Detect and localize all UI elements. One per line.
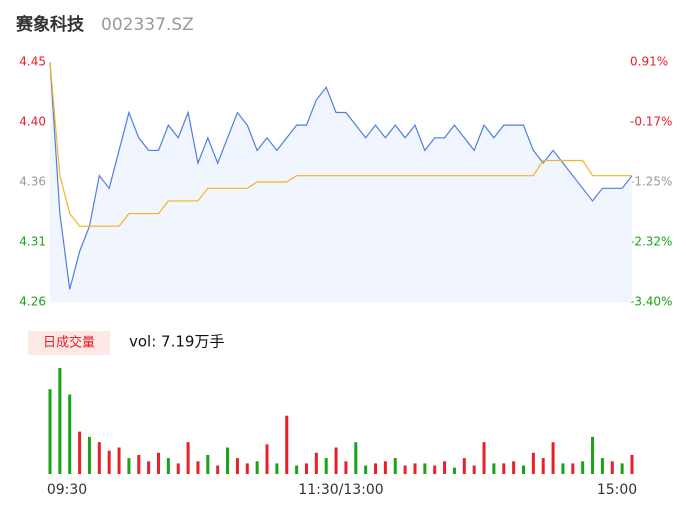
volume-bar bbox=[364, 465, 368, 474]
stock-name: 赛象科技 bbox=[15, 14, 85, 35]
price-area bbox=[50, 62, 632, 302]
x-tick-label: 15:00 bbox=[597, 482, 637, 498]
volume-bar bbox=[403, 465, 407, 474]
volume-bar bbox=[285, 415, 289, 474]
volume-bar bbox=[117, 447, 121, 474]
volume-total: vol: 7.19万手 bbox=[129, 333, 224, 351]
volume-bar bbox=[630, 454, 634, 474]
volume-bar bbox=[78, 431, 82, 474]
volume-bar bbox=[314, 452, 318, 474]
volume-bar bbox=[176, 463, 180, 474]
volume-bar bbox=[226, 447, 230, 474]
volume-bar bbox=[393, 458, 397, 474]
volume-bar bbox=[87, 436, 91, 474]
price-line bbox=[49, 61, 633, 290]
y-tick-label: 4.36 bbox=[19, 175, 46, 189]
volume-bar bbox=[521, 465, 525, 474]
volume-bar bbox=[186, 442, 190, 474]
volume-bar bbox=[58, 368, 62, 474]
volume-bar bbox=[610, 461, 614, 474]
volume-bar bbox=[443, 461, 447, 474]
volume-bar bbox=[137, 454, 141, 474]
volume-bar bbox=[344, 461, 348, 474]
volume-bar bbox=[600, 458, 604, 474]
volume-bar bbox=[581, 461, 585, 474]
volume-bar bbox=[433, 465, 437, 474]
volume-bar bbox=[295, 465, 299, 474]
y2-tick-label: 0.91% bbox=[630, 55, 668, 69]
volume-bar bbox=[127, 458, 131, 474]
volume-bar bbox=[423, 463, 427, 474]
volume-bar bbox=[68, 394, 72, 474]
y2-tick-label: -1.25% bbox=[630, 175, 672, 189]
volume-bar bbox=[541, 458, 545, 474]
volume-bar bbox=[472, 465, 476, 474]
average-line bbox=[49, 61, 632, 227]
y2-tick-label: -2.32% bbox=[630, 235, 672, 249]
volume-bar bbox=[216, 465, 220, 474]
volume-bar bbox=[206, 454, 210, 474]
volume-bar bbox=[383, 461, 387, 474]
volume-bar bbox=[245, 463, 249, 474]
volume-bar bbox=[354, 442, 358, 474]
stock-code: 002337.SZ bbox=[101, 15, 194, 35]
volume-bar bbox=[571, 463, 575, 474]
volume-bar bbox=[304, 463, 308, 474]
volume-bar bbox=[157, 452, 161, 474]
y-tick-label: 4.40 bbox=[19, 115, 46, 129]
x-tick-label: 09:30 bbox=[47, 482, 87, 498]
y-tick-label: 4.31 bbox=[19, 235, 46, 249]
y2-tick-label: -0.17% bbox=[630, 115, 672, 129]
volume-bar bbox=[551, 442, 555, 474]
volume-bar bbox=[413, 463, 417, 474]
volume-bar bbox=[502, 463, 506, 474]
volume-bar bbox=[531, 452, 535, 474]
volume-bar bbox=[196, 461, 200, 474]
volume-bar bbox=[512, 461, 516, 474]
y2-tick-label: -3.40% bbox=[630, 295, 672, 309]
volume-bar bbox=[48, 389, 52, 474]
volume-bar bbox=[620, 463, 624, 474]
volume-bar bbox=[462, 458, 466, 474]
volume-bar bbox=[235, 458, 239, 474]
volume-bar bbox=[561, 463, 565, 474]
volume-bar bbox=[492, 463, 496, 474]
volume-label-bg bbox=[28, 331, 110, 355]
volume-bar bbox=[265, 444, 269, 474]
x-tick-label: 11:30/13:00 bbox=[298, 482, 383, 498]
volume-bar bbox=[97, 442, 101, 474]
y-tick-label: 4.26 bbox=[19, 295, 46, 309]
volume-bar bbox=[482, 442, 486, 474]
volume-bar bbox=[452, 467, 456, 474]
volume-bar bbox=[147, 461, 151, 474]
volume-bar bbox=[255, 461, 259, 474]
volume-bar bbox=[334, 447, 338, 474]
volume-bar bbox=[275, 463, 279, 474]
volume-bar bbox=[374, 463, 378, 474]
volume-bar bbox=[324, 458, 328, 474]
volume-label: 日成交量 bbox=[43, 335, 95, 351]
volume-bar bbox=[166, 458, 170, 474]
volume-bar bbox=[591, 436, 595, 474]
y-tick-label: 4.45 bbox=[19, 55, 46, 69]
volume-bar bbox=[107, 450, 111, 474]
